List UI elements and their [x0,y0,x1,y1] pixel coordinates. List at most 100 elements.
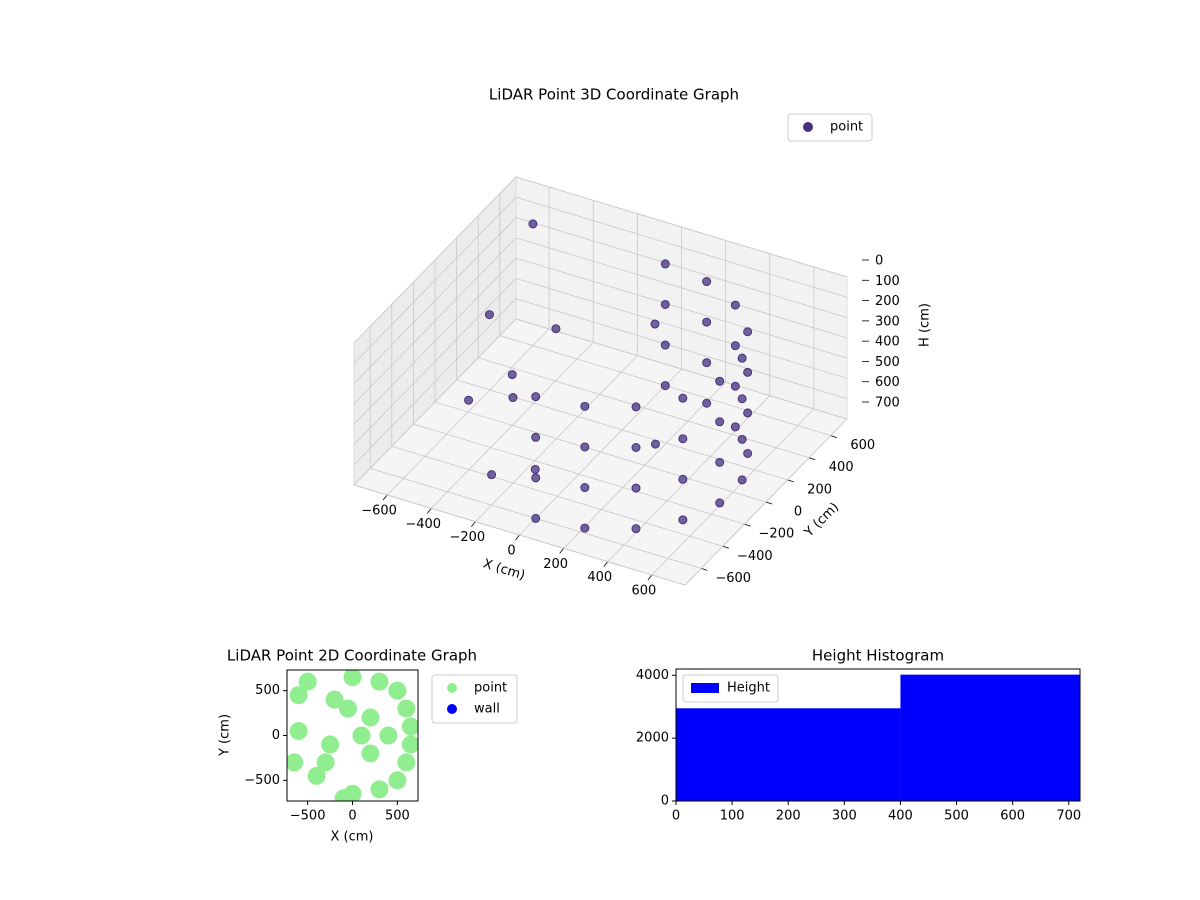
point [388,681,407,700]
grid-line [353,197,517,364]
point [352,726,371,745]
legend-marker [803,122,813,132]
grid-line [413,423,745,525]
point [531,473,541,483]
y-tick [722,545,729,549]
point [580,401,590,411]
x-tick-label: −200 [450,530,486,545]
y-tick [830,435,837,438]
x-tick-label: 700 [1056,809,1081,824]
grid-line [515,298,848,400]
point [715,376,725,386]
point [743,408,753,418]
point [370,780,389,799]
point [289,722,308,741]
x-tick-label: −600 [361,504,397,519]
axes-frame [675,668,1081,802]
point [316,753,335,772]
point [702,317,712,327]
point [388,771,407,790]
point [631,442,641,452]
x-tick-label: 0 [672,809,680,824]
point [379,726,398,745]
point [678,515,688,525]
x-tick [382,494,388,501]
x-tick-label: 400 [888,809,913,824]
point [702,358,712,368]
x-tick [515,534,520,541]
point [321,735,340,754]
x-tick [559,548,564,554]
x-tick-label: 100 [720,809,745,824]
point [730,341,740,351]
z-tick-label: 200 [875,294,900,309]
point [650,319,660,329]
y-tick-label: 2000 [636,731,669,746]
grid-line [515,278,848,379]
z-tick-label: 100 [875,274,900,289]
point [580,483,590,493]
y-tick-label: 600 [850,438,875,453]
point [631,483,641,493]
point [660,381,670,391]
x-tick-label: 200 [543,557,568,572]
x-tick-label: 600 [1000,809,1025,824]
point [531,392,541,402]
point [339,699,358,718]
grid-line [515,176,848,278]
x-tick-label: −500 [290,809,326,824]
point [737,434,747,444]
point [325,690,344,709]
point [580,442,590,452]
point [531,513,541,523]
point [631,524,641,534]
legend-marker [447,704,457,714]
z-tick-label: 400 [875,335,900,350]
grid-line [515,318,848,420]
legend-box [682,674,779,703]
point [507,370,517,380]
point [401,735,418,754]
y-tick-label: −600 [715,571,751,586]
grid-line [391,445,723,547]
grid-line [353,318,517,486]
point [730,300,740,310]
point [334,789,353,801]
point [702,277,712,287]
point [743,327,753,337]
legend-marker [447,683,457,693]
point [737,475,747,485]
bar [676,708,901,801]
z-tick-label: 700 [875,396,900,411]
grid-line [353,217,517,384]
chart-title: Height Histogram [812,647,944,665]
y-axis-label: Y (cm) [801,500,842,541]
point [487,470,497,480]
point [531,432,541,442]
y-tick-label: 500 [255,683,280,698]
y-tick-label: 4000 [636,668,669,683]
legend-label: point [830,120,863,135]
x-tick [647,574,653,581]
point [730,381,740,391]
point [508,393,518,403]
x-tick [471,521,476,527]
y-tick-label: −400 [737,549,773,564]
grid-line [353,278,517,445]
z-tick-label: 600 [875,375,900,390]
grid-line [515,196,848,298]
point [361,744,380,763]
y-tick [765,501,773,505]
point [401,717,418,736]
grid-line [515,257,848,359]
point [715,417,725,427]
legend-label: point [474,681,507,696]
point [715,498,725,508]
point [678,474,688,484]
point [715,457,725,467]
legend-box [787,113,873,142]
x-tick [426,508,432,514]
grid-line [515,237,848,339]
chart-title: LiDAR Point 2D Coordinate Graph [227,647,477,665]
